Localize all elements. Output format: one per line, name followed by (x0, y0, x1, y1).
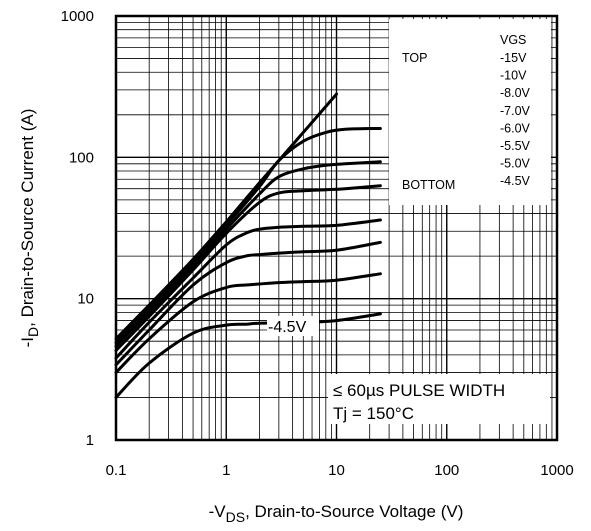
x-axis-label-prefix: -V (209, 502, 227, 521)
legend-entry: -7.0V (500, 104, 531, 118)
legend-background (389, 19, 551, 205)
legend-header: VGS (500, 33, 526, 47)
x-tick-label: 10 (328, 462, 345, 479)
legend-bottom-label: BOTTOM (402, 178, 455, 192)
legend-entry: -5.0V (500, 157, 531, 171)
x-axis-label: -VDS, Drain-to-Source Voltage (V) (209, 502, 464, 525)
series-line (114, 272, 382, 375)
temperature-note: Tj = 150°C (333, 404, 414, 423)
series-line (114, 312, 382, 399)
plot-frame (114, 14, 559, 442)
pulse-width-note: ≤ 60µs PULSE WIDTH (333, 381, 505, 400)
x-tick-label: 1000 (540, 462, 573, 479)
y-tick-label: 100 (69, 149, 94, 166)
pulse-note-background (328, 374, 550, 424)
y-axis-label-rest: , Drain-to-Source Current (A) (18, 109, 37, 327)
y-axis-label: -ID, Drain-to-Source Current (A) (18, 109, 41, 348)
legend-entry: -8.0V (500, 86, 531, 100)
series-line (114, 184, 382, 352)
x-tick-label: 1 (222, 462, 230, 479)
curve-label-background (267, 316, 319, 336)
legend-entry: -15V (500, 51, 527, 65)
curve-label-4-5v: -4.5V (268, 319, 307, 336)
series-line (114, 240, 382, 367)
y-tick-label: 10 (77, 291, 94, 308)
legend-top-label: TOP (402, 51, 427, 65)
x-axis-label-subscript: DS (226, 509, 245, 525)
series-line (114, 127, 382, 344)
legend-entries: -15V -10V -8.0V -7.0V -6.0V -5.5V -5.0V -4.5V (500, 51, 531, 188)
tick-labels: 0.1 1 10 100 1000 1 10 100 1000 (61, 8, 574, 479)
legend-entry: -4.5V (500, 174, 531, 188)
legend-entry: -10V (500, 69, 527, 83)
x-tick-label: 0.1 (106, 462, 127, 479)
y-tick-label: 1 (86, 432, 94, 449)
series-curves (114, 92, 382, 399)
series-line (114, 92, 338, 341)
curve-label-group: -4.5V (267, 316, 319, 336)
legend-entry: -5.5V (500, 139, 531, 153)
x-tick-label: 100 (434, 462, 459, 479)
y-axis-label-subscript: D (25, 327, 41, 337)
legend-entry: -6.0V (500, 121, 531, 135)
y-tick-label: 1000 (61, 8, 94, 25)
y-axis-label-prefix: -I (18, 337, 37, 347)
series-line (114, 160, 382, 348)
legend-area: VGS TOP BOTTOM -15V -10V -8.0V -7.0V -6.0V -5… (389, 19, 551, 205)
x-axis-label-rest: , Drain-to-Source Voltage (V) (245, 502, 463, 521)
pulse-note-area: ≤ 60µs PULSE WIDTH Tj = 150°C (328, 374, 550, 424)
series-line (114, 218, 382, 360)
